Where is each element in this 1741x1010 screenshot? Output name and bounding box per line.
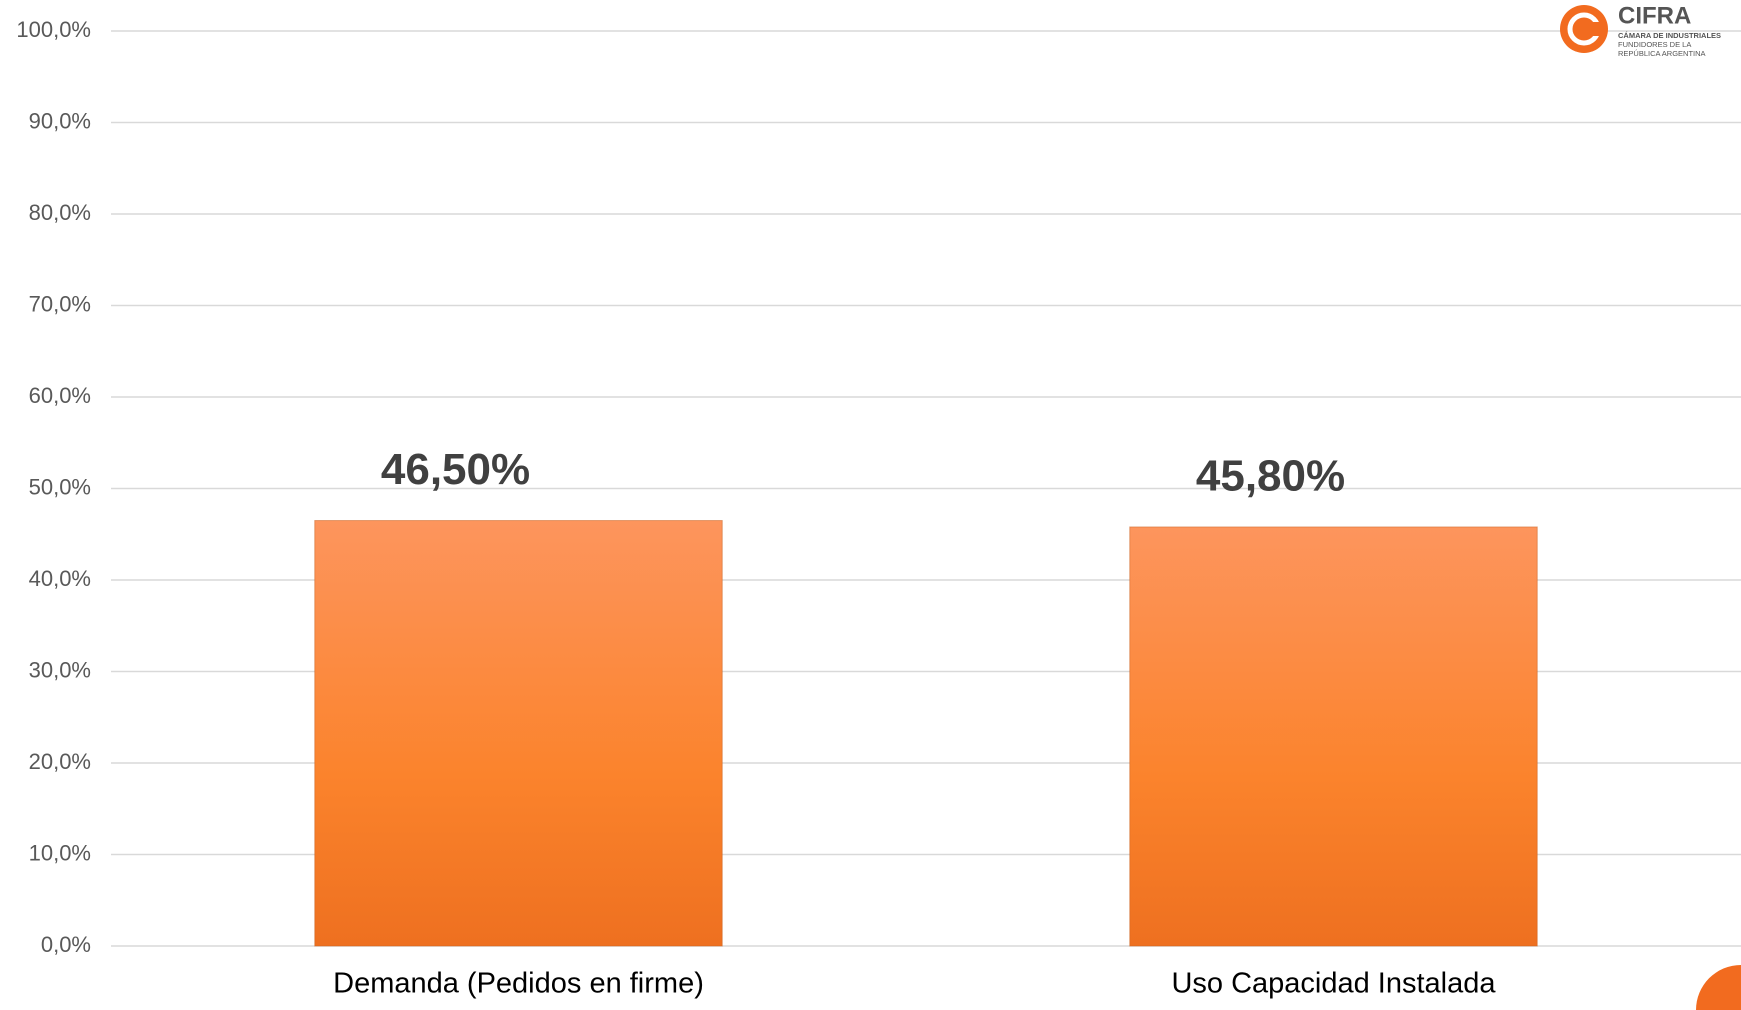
y-tick-label: 20,0%: [29, 749, 91, 774]
value-label: 46,50%: [381, 445, 530, 494]
x-tick-label: Demanda (Pedidos en firme): [333, 968, 704, 1000]
value-label: 45,80%: [1196, 452, 1345, 501]
y-tick-label: 40,0%: [29, 566, 91, 591]
y-tick-label: 80,0%: [29, 200, 91, 225]
y-tick-label: 90,0%: [29, 108, 91, 133]
y-tick-label: 50,0%: [29, 474, 91, 499]
y-tick-label: 30,0%: [29, 657, 91, 682]
corner-decoration: [1696, 965, 1741, 1010]
plot-area: 0,0% 10,0% 20,0% 30,0% 40,0% 50,0% 60,0% 70,0% 8…: [16, 17, 1741, 1000]
logo-line: FUNDIDORES DE LA: [1618, 40, 1691, 49]
logo-name: CIFRA: [1618, 2, 1691, 29]
y-tick-label: 10,0%: [29, 840, 91, 865]
logo-mark: [1560, 5, 1608, 53]
bar: [314, 520, 723, 947]
x-tick-label: Uso Capacidad Instalada: [1171, 968, 1496, 1000]
logo: CIFRA CÁMARA DE INDUSTRIALES FUNDIDORES …: [1560, 2, 1721, 58]
logo-mark: [1590, 22, 1606, 36]
y-tick-label: 0,0%: [41, 932, 91, 957]
y-tick-label: 100,0%: [16, 17, 91, 42]
y-tick-label: 70,0%: [29, 291, 91, 316]
y-tick-label: 60,0%: [29, 383, 91, 408]
logo-line: REPÚBLICA ARGENTINA: [1618, 49, 1706, 58]
logo-line: CÁMARA DE INDUSTRIALES: [1618, 31, 1721, 40]
bar: [1129, 526, 1538, 947]
